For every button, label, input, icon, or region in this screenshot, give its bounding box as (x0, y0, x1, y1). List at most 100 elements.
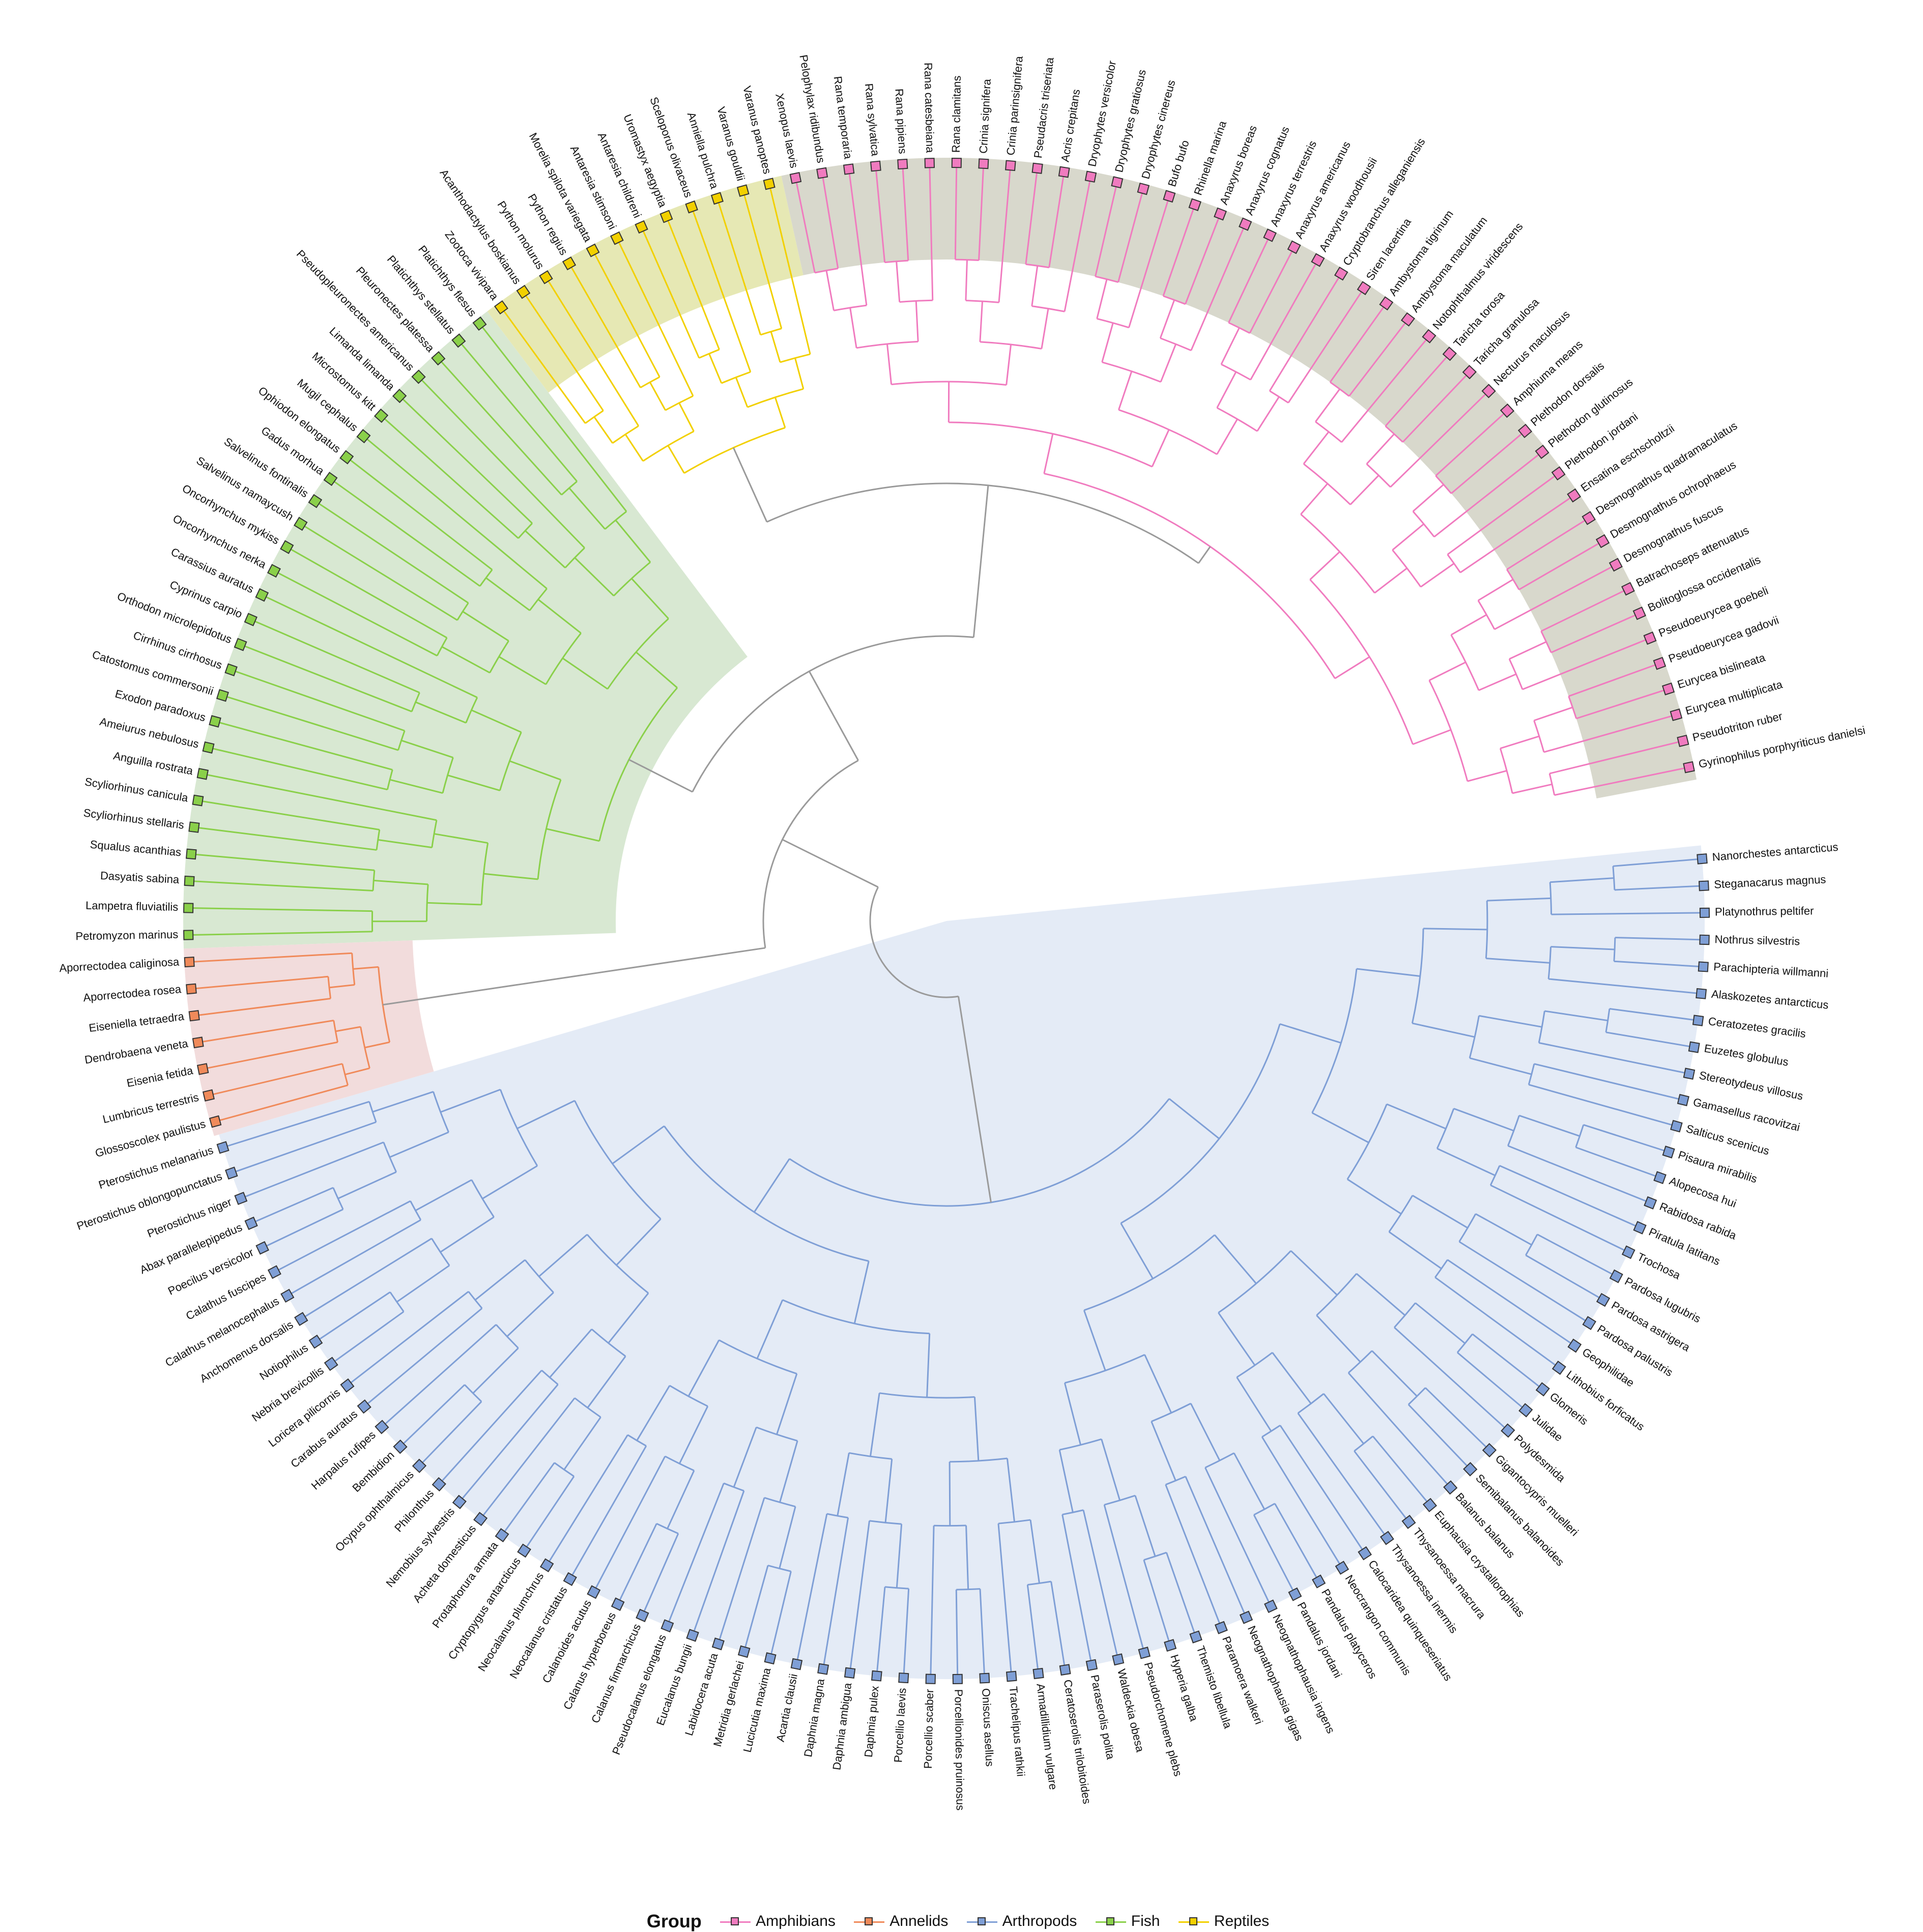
tip-marker (1699, 881, 1709, 890)
tip-label: Eiseniella tetraedra (88, 1010, 185, 1034)
branch-495 (1500, 736, 1539, 748)
branch-355 (679, 403, 694, 431)
tip-marker (952, 158, 961, 167)
tip-label: Scyliorhinus stellaris (82, 806, 185, 831)
tip-marker (217, 689, 228, 701)
tip-label: Acris crepitans (1058, 89, 1082, 163)
tip-label: Oniscus asellus (980, 1688, 996, 1767)
tip-marker (1138, 183, 1149, 194)
branch-354 (625, 435, 643, 461)
tip-label: Rana sylvatica (863, 83, 882, 157)
branch-360 (709, 354, 722, 383)
tip-label: Rana catesbeiana (922, 63, 937, 154)
tip-marker (217, 1142, 229, 1154)
tip-label: Dendrobaena veneta (83, 1037, 189, 1066)
tip-label: Salvelinus namaycush (194, 454, 296, 523)
tip-label: Daphnia ambigua (830, 1682, 854, 1771)
branch-508 (1198, 546, 1210, 563)
tip-marker (1139, 1647, 1150, 1658)
tip-label: Pelophylax ridibundus (797, 54, 827, 164)
tip-marker (193, 1037, 204, 1048)
tip-label: Lucicutia maxima (741, 1666, 773, 1754)
branch-378 (826, 271, 834, 311)
branch-507 (733, 448, 767, 522)
branch-393 (966, 260, 967, 301)
tip-label: Daphnia magna (801, 1678, 827, 1758)
tip-label: Amphiuma means (1510, 338, 1585, 408)
tip-marker (980, 1674, 989, 1683)
tip-label: Julidae (1530, 1411, 1565, 1444)
tip-label: Hyperia galba (1168, 1653, 1200, 1723)
tip-label: Rana pipiens (893, 88, 909, 154)
tip-marker (817, 168, 827, 179)
tip-label: Plethodon glutinosus (1545, 376, 1635, 450)
tip-marker (1059, 167, 1070, 178)
tip-label: Oncorhynchus mykiss (180, 482, 282, 547)
legend-label-arthropods: Arthropods (1002, 1913, 1077, 1929)
tip-marker (953, 1675, 962, 1684)
tip-label: Crinia signifera (977, 78, 993, 154)
tip-marker (189, 1011, 199, 1021)
tip-label: Dryophytes gratiosus (1112, 68, 1149, 174)
branch-372 (668, 446, 684, 473)
legend-item-reptiles: Reptiles (1179, 1913, 1269, 1930)
branch-465 (1392, 524, 1424, 550)
tip-label: Desmognathus fuscus (1621, 502, 1725, 565)
tip-marker (1678, 1094, 1689, 1106)
tip-label: Steganacarus magnus (1714, 873, 1826, 891)
tip-label: Thysanoessa inermis (1389, 1542, 1460, 1636)
tip-label: Lampetra fluviatilis (85, 899, 179, 913)
tip-label: Rana clamitans (950, 75, 963, 153)
branch-454 (1351, 475, 1379, 504)
branch-435 (1118, 371, 1132, 410)
branch-459 (1413, 484, 1444, 511)
tip-label: Ophiodon elongatus (256, 384, 343, 455)
tip-label: Aporrectodea caliginosa (59, 955, 180, 974)
tip-marker (925, 158, 934, 167)
tip-label: Platynothrus peltifer (1715, 904, 1814, 918)
tip-label: Gigantocypris muelleri (1493, 1452, 1581, 1539)
tip-marker (1700, 908, 1709, 917)
tip-label: Ceratozetes gracilis (1708, 1015, 1807, 1040)
tip-label: Ambystoma tigrinum (1386, 208, 1456, 298)
tip-marker (1671, 709, 1682, 720)
tip-label: Calathus melanocephalus (163, 1294, 281, 1369)
tip-marker (1164, 191, 1175, 202)
tip-marker (186, 984, 196, 994)
tip-marker (210, 716, 221, 727)
tip-marker (871, 161, 881, 171)
branch-453 (1304, 432, 1329, 464)
tip-label: Ocypus ophthalmicus (333, 1468, 416, 1554)
tip-label: Xenopus laevis (773, 92, 800, 169)
tip-marker (1006, 161, 1015, 170)
tip-marker (197, 768, 208, 779)
legend-item-fish: Fish (1096, 1913, 1160, 1930)
tip-marker (818, 1664, 828, 1675)
branch-433 (1257, 397, 1279, 431)
tip-marker (898, 159, 907, 169)
branch-444 (1315, 389, 1340, 422)
tip-label: Anniella pulchra (685, 110, 721, 191)
clade-highlight-sectors (183, 158, 1705, 1679)
branch-496 (1512, 784, 1552, 793)
legend-label-fish: Fish (1131, 1913, 1160, 1929)
tip-label: Neocalanus plumchrus (475, 1570, 546, 1674)
tip-label: Trachelipus rathkii (1007, 1686, 1027, 1777)
tip-label: Porcellionides pruinosus (952, 1689, 966, 1811)
tip-marker (1007, 1671, 1016, 1681)
tip-label: Ceratoserolis trilobitoides (1061, 1679, 1094, 1805)
branch-405 (887, 344, 891, 385)
tip-label: Salticus scenicus (1685, 1122, 1771, 1158)
tip-marker (1112, 1654, 1124, 1665)
tip-label: Stereotydeus villosus (1698, 1069, 1804, 1102)
branch-509 (767, 483, 1198, 563)
tip-label: Pseudacris triseriata (1031, 56, 1056, 159)
branch-417 (1160, 300, 1174, 338)
tip-label: Batrachoseps attenuatus (1634, 524, 1751, 589)
tip-marker (1697, 854, 1707, 863)
tip-label: Scyliorhinus canicula (84, 775, 190, 804)
tip-label: Nanorchestes antarcticus (1712, 841, 1839, 863)
branch-403 (1042, 309, 1048, 349)
tip-marker (186, 849, 196, 859)
legend-key-annelids (854, 1916, 884, 1928)
